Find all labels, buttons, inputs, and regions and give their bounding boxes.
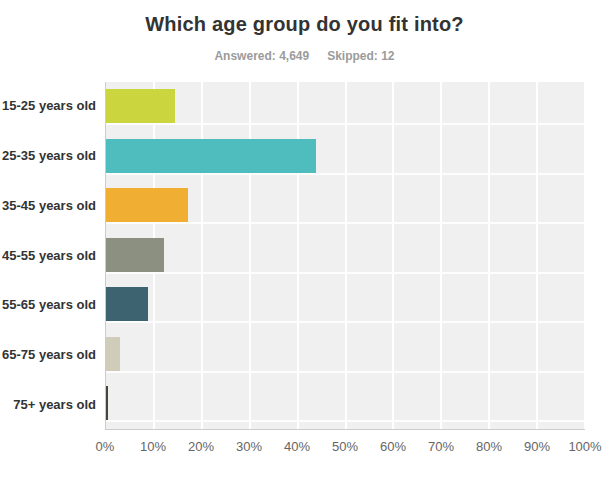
bar-row bbox=[106, 132, 585, 182]
category-label: 75+ years old bbox=[0, 380, 105, 430]
category-label: 25-35 years old bbox=[0, 132, 105, 182]
category-label: 45-55 years old bbox=[0, 231, 105, 281]
row-separator bbox=[106, 371, 585, 373]
bar-row bbox=[106, 330, 585, 380]
chart-header: Which age group do you fit into? Answere… bbox=[0, 0, 609, 63]
category-label: 15-25 years old bbox=[0, 82, 105, 132]
category-label: 65-75 years old bbox=[0, 331, 105, 381]
chart-title: Which age group do you fit into? bbox=[0, 13, 609, 36]
x-tick: 10% bbox=[140, 439, 166, 454]
bar-row bbox=[106, 379, 585, 429]
bar-15-25 bbox=[106, 89, 175, 123]
survey-question-chart: Which age group do you fit into? Answere… bbox=[0, 0, 609, 478]
x-tick: 50% bbox=[332, 439, 358, 454]
x-tick: 100% bbox=[568, 439, 601, 454]
bar-35-45 bbox=[106, 188, 188, 222]
answered-count: Answered: 4,649 bbox=[214, 49, 309, 63]
bar-row bbox=[106, 231, 585, 281]
x-tick: 40% bbox=[284, 439, 310, 454]
skipped-count: Skipped: 12 bbox=[327, 49, 394, 63]
bar-row bbox=[106, 181, 585, 231]
x-tick: 80% bbox=[476, 439, 502, 454]
chart-body: 15-25 years old 25-35 years old 35-45 ye… bbox=[0, 82, 585, 460]
x-tick: 90% bbox=[524, 439, 550, 454]
row-separator bbox=[106, 173, 585, 175]
bar-45-55 bbox=[106, 238, 164, 272]
x-tick: 0% bbox=[96, 439, 115, 454]
category-label: 55-65 years old bbox=[0, 281, 105, 331]
row-separator bbox=[106, 321, 585, 323]
plot-area bbox=[105, 82, 585, 430]
bar-75-plus bbox=[106, 386, 108, 420]
row-separator bbox=[106, 123, 585, 125]
row-separator bbox=[106, 272, 585, 274]
bar-25-35 bbox=[106, 139, 316, 173]
bar-65-75 bbox=[106, 337, 120, 371]
bar-row bbox=[106, 280, 585, 330]
category-label: 35-45 years old bbox=[0, 181, 105, 231]
row-separator bbox=[106, 420, 585, 422]
bar-55-65 bbox=[106, 287, 148, 321]
x-tick: 20% bbox=[188, 439, 214, 454]
x-tick: 70% bbox=[428, 439, 454, 454]
x-axis: 0% 10% 20% 30% 40% 50% 60% 70% 80% 90% 1… bbox=[105, 430, 585, 460]
row-separator bbox=[106, 222, 585, 224]
chart-subtitle: Answered: 4,649 Skipped: 12 bbox=[0, 49, 609, 63]
x-tick: 30% bbox=[236, 439, 262, 454]
category-axis: 15-25 years old 25-35 years old 35-45 ye… bbox=[0, 82, 105, 430]
bar-row bbox=[106, 82, 585, 132]
x-tick: 60% bbox=[380, 439, 406, 454]
